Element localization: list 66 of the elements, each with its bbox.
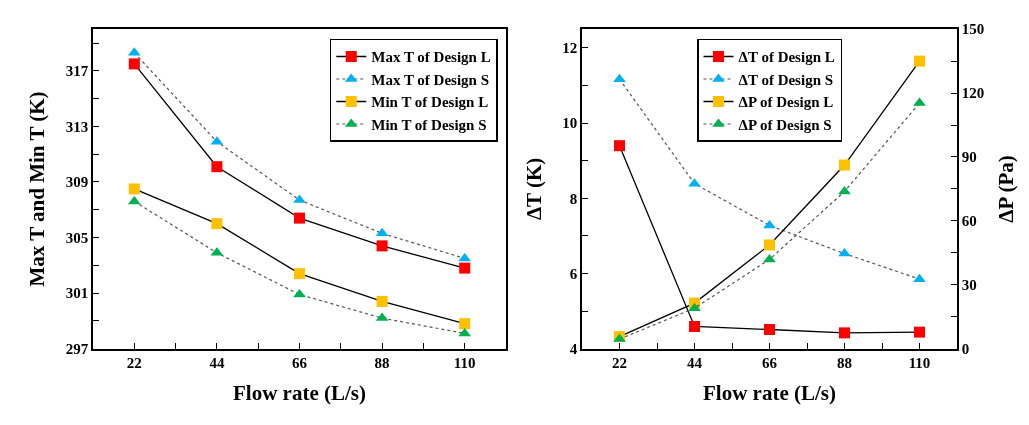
legend-label: Min T of Design L	[371, 94, 489, 111]
point	[211, 218, 223, 230]
y-tick-label: 12	[562, 40, 578, 57]
y-tick-label: 297	[65, 340, 89, 357]
legend-label: Max T of Design S	[371, 71, 490, 88]
point	[128, 58, 140, 70]
x-tick-label: 110	[453, 355, 476, 372]
x-tick-label: 22	[126, 355, 142, 372]
y-tick-label: 309	[65, 174, 89, 191]
x-axis-title: Flow rate (L/s)	[703, 381, 836, 406]
y2-tick-label: 150	[961, 21, 985, 38]
y-axis-title: Max T and Min T (K)	[25, 91, 50, 287]
y-tick-label: 8	[569, 190, 578, 207]
point	[458, 327, 472, 337]
point	[764, 239, 775, 251]
point	[914, 55, 925, 67]
y-tick-label: 301	[65, 285, 89, 302]
x-tick-label: 88	[837, 355, 852, 372]
y-tick-label: 313	[65, 118, 89, 135]
y-tick-label: 4	[569, 340, 578, 357]
y-tick-label: 317	[65, 63, 89, 80]
point	[375, 227, 389, 237]
point	[838, 185, 851, 195]
legend-label: Min T of Design S	[371, 116, 487, 133]
point	[764, 324, 775, 335]
legend-label: ΔT of Design L	[738, 49, 835, 66]
x-tick-label: 88	[374, 355, 390, 372]
x-tick-label: 22	[612, 355, 627, 372]
y-tick-label: 10	[562, 115, 578, 132]
y2-tick-label: 90	[961, 149, 977, 166]
x-tick-label: 66	[292, 355, 308, 372]
point	[614, 140, 625, 152]
y-tick-label: 6	[569, 265, 578, 282]
y2-axis-title: ΔP (Pa)	[993, 155, 1018, 223]
point	[839, 159, 850, 171]
point	[294, 268, 305, 280]
point	[459, 262, 471, 274]
point	[128, 183, 140, 195]
point	[763, 253, 776, 263]
point	[376, 295, 388, 307]
legend-label: ΔP of Design S	[738, 116, 832, 133]
y2-tick-label: 0	[961, 340, 970, 357]
point	[294, 212, 305, 224]
y-axis-title: ΔT (K)	[521, 157, 546, 221]
point	[459, 318, 471, 330]
x-tick-label: 66	[762, 355, 778, 372]
legend-label: ΔT of Design S	[738, 71, 834, 88]
x-tick-label: 110	[908, 355, 931, 372]
point	[127, 195, 141, 205]
point	[839, 327, 850, 339]
y2-tick-label: 60	[961, 213, 977, 230]
point	[458, 252, 472, 262]
point	[689, 320, 700, 332]
y2-tick-label: 120	[961, 85, 985, 102]
x-axis-title: Flow rate (L/s)	[233, 381, 366, 406]
x-tick-label: 44	[209, 355, 225, 372]
point	[211, 161, 223, 173]
y-tick-label: 305	[65, 229, 89, 246]
legend-label: ΔP of Design L	[738, 94, 834, 111]
point	[763, 219, 776, 229]
y2-tick-label: 30	[961, 277, 977, 294]
point	[914, 326, 925, 338]
point	[376, 240, 388, 252]
point	[293, 288, 306, 298]
legend-label: Max T of Design L	[371, 49, 491, 66]
x-tick-label: 44	[687, 355, 703, 372]
